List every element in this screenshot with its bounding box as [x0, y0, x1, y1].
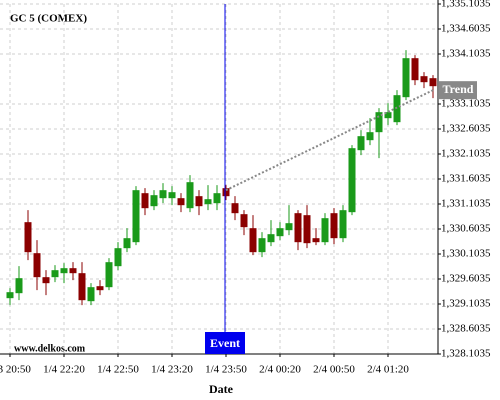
candle-body [141, 193, 149, 209]
chart-title: GC 5 (COMEX) [10, 13, 87, 25]
watermark: www.delkos.com [14, 343, 86, 354]
event-label-box [205, 332, 245, 354]
candle-body [429, 78, 437, 87]
trend-label-box [439, 81, 477, 100]
candle-body [384, 112, 392, 119]
trend-line [225, 89, 434, 192]
candle-body [186, 182, 194, 209]
candle-body [78, 273, 86, 301]
candle-body [267, 234, 275, 243]
event-label: Event [210, 336, 240, 350]
candle-body [330, 213, 338, 239]
candle-body [33, 253, 41, 278]
candle-body [123, 238, 131, 249]
candle-body [132, 190, 140, 243]
candle-body [375, 112, 383, 133]
x-tick-label: 1/4 22:50 [97, 364, 139, 376]
candle-body [294, 213, 302, 243]
x-tick-label: 1/4 23:50 [205, 364, 247, 376]
candle-body [177, 198, 185, 206]
y-tick-label: 1,330.1035 [441, 248, 491, 260]
candle-body [69, 268, 77, 274]
candle-body [24, 222, 32, 253]
candle-body [240, 214, 248, 228]
y-tick-label: 1,334.6035 [441, 23, 491, 35]
candle-body [402, 58, 410, 98]
candle-body [213, 193, 221, 204]
y-tick-label: 1,328.1035 [441, 348, 491, 360]
candle-body [312, 238, 320, 243]
y-tick-label: 1,331.1035 [441, 198, 491, 210]
y-tick-label: 1,328.6035 [441, 323, 491, 335]
trend-label: Trend [443, 82, 474, 96]
candle-body [96, 286, 104, 291]
y-tick-label: 1,331.6035 [441, 173, 491, 185]
candle-body [51, 270, 59, 278]
candle-body [204, 199, 212, 205]
y-tick-label: 1,333.1035 [441, 98, 491, 110]
candle-body [357, 136, 365, 151]
candle-body [258, 238, 266, 253]
x-tick-label: 1/3 20:50 [0, 364, 31, 376]
x-tick-label: 2/4 00:50 [313, 364, 355, 376]
candle-body [42, 277, 50, 284]
candle-body [168, 192, 176, 199]
candle-body [114, 248, 122, 267]
y-tick-label: 1,332.6035 [441, 123, 491, 135]
x-tick-label: 1/4 23:20 [151, 364, 193, 376]
candle-body [15, 278, 23, 294]
candle-body [276, 228, 284, 237]
candle-body [159, 190, 167, 199]
candle-body [348, 148, 356, 213]
candle-body [285, 223, 293, 231]
y-tick-label: 1,332.1035 [441, 148, 491, 160]
candle-body [150, 195, 158, 207]
candle-body [420, 76, 428, 83]
y-tick-label: 1,334.1035 [441, 48, 491, 60]
candle-body [195, 196, 203, 207]
y-tick-label: 1,329.6035 [441, 273, 491, 285]
candle-body [411, 58, 419, 81]
x-tick-label: 2/4 01:20 [367, 364, 409, 376]
candle-body [6, 292, 14, 299]
x-tick-label: 2/4 00:20 [259, 364, 301, 376]
candle-body [366, 132, 374, 141]
candle-body [339, 210, 347, 239]
candle-body [321, 218, 329, 243]
y-tick-label: 1,329.1035 [441, 298, 491, 310]
x-tick-label: 1/4 22:20 [43, 364, 85, 376]
candle-body [249, 228, 257, 253]
candle-body [222, 188, 230, 197]
candle-body [303, 215, 311, 244]
candle-body [231, 203, 239, 214]
y-tick-label: 1,330.6035 [441, 223, 491, 235]
y-tick-label: 1,335.1035 [441, 0, 491, 10]
x-axis-label: Date [209, 382, 234, 396]
candle-body [105, 262, 113, 288]
candle-body [87, 287, 95, 302]
candle-body [60, 268, 68, 274]
